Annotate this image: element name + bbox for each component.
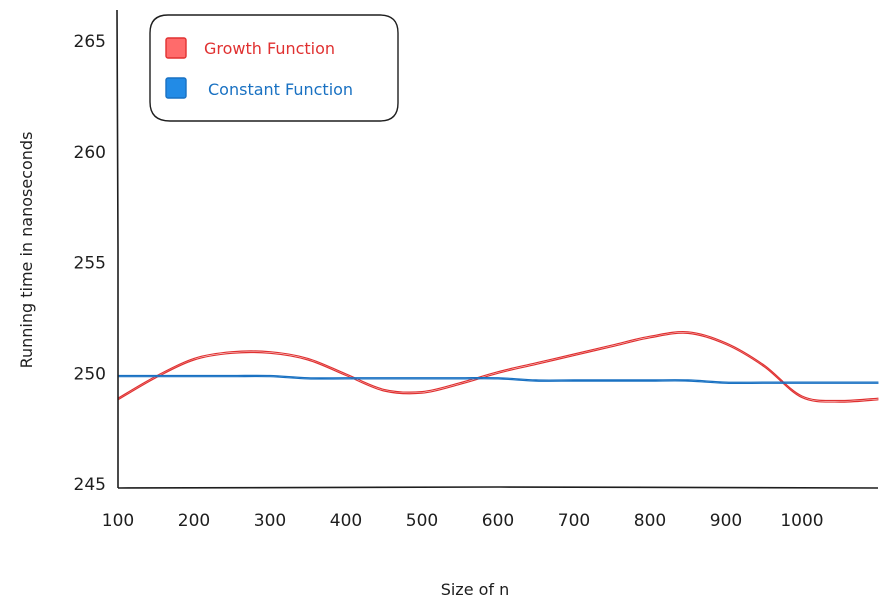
x-axis-title: Size of n [441, 580, 510, 599]
legend-label-constant: Constant Function [208, 80, 353, 99]
x-tick-label: 400 [330, 511, 362, 531]
y-axis-title: Running time in nanoseconds [17, 132, 36, 369]
legend-label-growth: Growth Function [204, 39, 335, 58]
series-line-constant-function [117, 374, 879, 383]
x-axis-line [117, 486, 879, 489]
legend: Growth Function Constant Function [149, 14, 399, 122]
legend-swatch-growth [165, 37, 187, 59]
y-tick-labels: 245 250 255 260 265 [74, 32, 106, 495]
x-tick-label: 100 [102, 511, 134, 531]
x-tick-label: 500 [406, 511, 438, 531]
y-axis-line [116, 9, 119, 488]
x-tick-label: 600 [482, 511, 514, 531]
series-line-growth-function [117, 330, 879, 402]
x-tick-label: 900 [710, 511, 742, 531]
y-tick-label: 245 [74, 475, 106, 495]
x-tick-labels: 100 200 300 400 500 600 700 800 900 1000 [102, 511, 824, 531]
x-tick-label: 200 [178, 511, 210, 531]
legend-box [149, 14, 399, 122]
y-tick-label: 255 [74, 254, 106, 274]
x-tick-label: 700 [558, 511, 590, 531]
series-line-growth-function [117, 332, 879, 403]
x-tick-label: 300 [254, 511, 286, 531]
y-tick-label: 265 [74, 32, 106, 52]
x-tick-label: 800 [634, 511, 666, 531]
x-tick-label: 1000 [780, 511, 823, 531]
y-tick-label: 260 [74, 143, 106, 163]
axes [116, 9, 879, 489]
series-line-constant-function [117, 375, 879, 385]
plot-lines [117, 330, 879, 403]
legend-swatch-constant [165, 77, 187, 99]
y-tick-label: 250 [74, 364, 106, 384]
